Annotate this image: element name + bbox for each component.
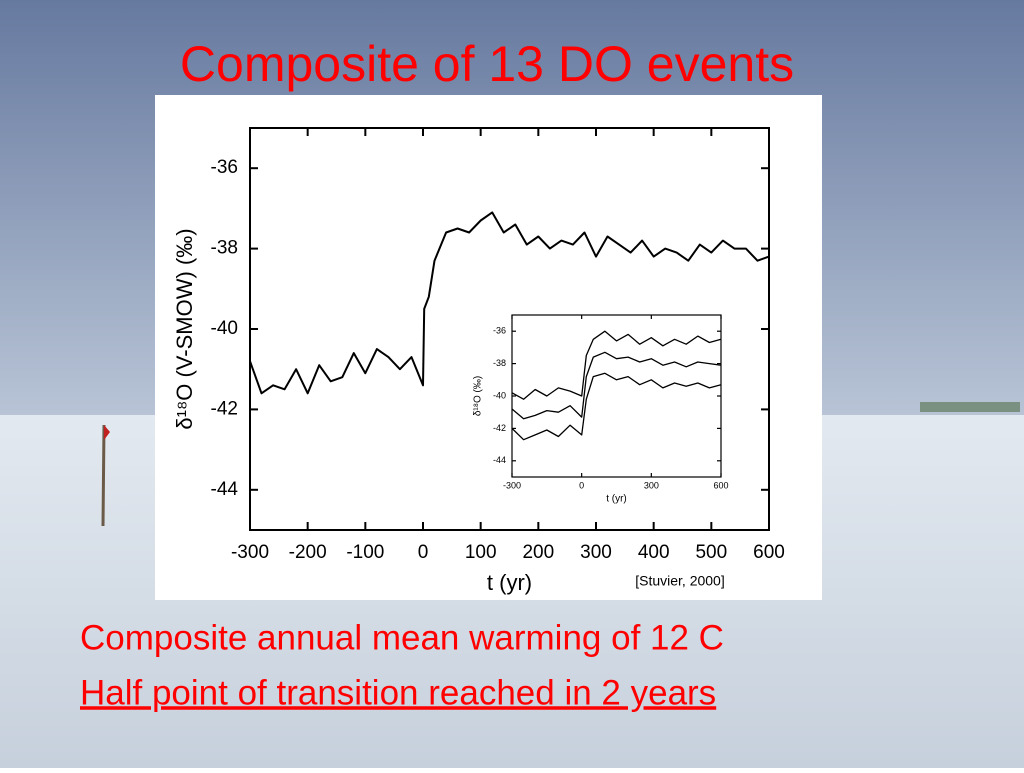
x-axis-label: t (yr) <box>487 570 532 595</box>
y-tick-label: -36 <box>493 326 506 336</box>
flag <box>104 425 110 440</box>
data-line <box>249 211 770 395</box>
x-tick-label: -300 <box>231 542 269 563</box>
x-tick-label: 0 <box>579 480 584 490</box>
x-tick-label: 0 <box>418 542 429 563</box>
figure-panel <box>155 95 822 600</box>
y-axis-label: δ¹⁸O (‰) <box>473 376 484 416</box>
charts: -36 -38 -40 -42 -44 -300 -200 -100 0 100 200 300 400… <box>172 127 785 595</box>
x-tick-label: 100 <box>465 542 497 563</box>
x-axis-label: t (yr) <box>606 494 627 505</box>
caption-line: Half point of transition reached in 2 ye… <box>80 673 716 712</box>
y-tick-label: -38 <box>211 238 238 259</box>
y-tick-label: -44 <box>211 479 239 500</box>
y-tick-label: -38 <box>493 358 506 368</box>
x-tick-label: -200 <box>289 542 327 563</box>
y-tick-label: -40 <box>493 390 506 400</box>
y-tick-label: -40 <box>211 318 238 339</box>
y-tick-label: -36 <box>211 157 238 178</box>
x-tick-label: -300 <box>503 480 521 490</box>
station <box>920 402 1020 412</box>
caption-line: Composite annual mean warming of 12 C <box>80 618 724 657</box>
x-tick-label: 200 <box>522 542 554 563</box>
y-tick-label: -44 <box>493 455 506 465</box>
x-tick-label: 400 <box>638 542 670 563</box>
x-tick-label: 600 <box>753 542 785 563</box>
data-line <box>511 351 722 420</box>
x-tick-label: 300 <box>644 480 659 490</box>
pole <box>101 424 106 527</box>
y-axis-label: δ¹⁸O (V-SMOW) (‰) <box>172 228 197 429</box>
x-tick-label: -100 <box>346 542 384 563</box>
x-tick-label: 300 <box>580 542 612 563</box>
x-tick-label: 500 <box>695 542 727 563</box>
citation: [Stuvier, 2000] <box>635 573 725 589</box>
y-tick-label: -42 <box>493 423 506 433</box>
data-line <box>511 372 722 441</box>
slide-title: Composite of 13 DO events <box>180 36 794 92</box>
x-tick-label: 600 <box>713 480 728 490</box>
y-tick-label: -42 <box>211 398 238 419</box>
data-line <box>511 330 722 400</box>
